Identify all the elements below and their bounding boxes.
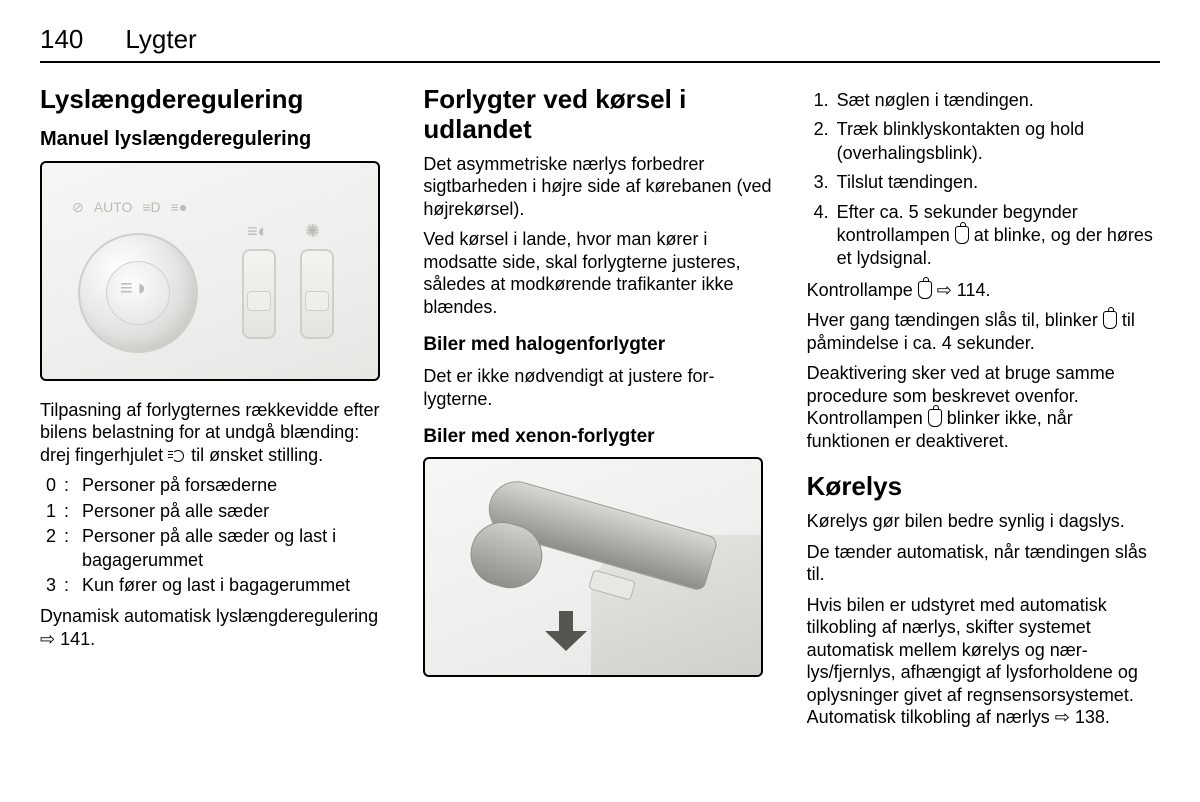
- range-slider-icon: ≡◐: [247, 221, 268, 242]
- step-4: 4.Efter ca. 5 sekunder begynder kontroll…: [807, 201, 1160, 271]
- page-ref-114: ⇨ 114.: [932, 280, 991, 300]
- lamp-icon: [1103, 311, 1117, 329]
- thumbwheel-icon: [168, 448, 186, 464]
- page-header: 140 Lygter: [40, 24, 1160, 63]
- manual-page: 140 Lygter Lyslængderegulering Manuel ly…: [0, 0, 1200, 802]
- setting-2: 2: Personer på alle sæder og last i baga…: [40, 525, 393, 572]
- para-adjust-range: Tilpasning af forlygternes rækkevidde ef…: [40, 399, 393, 467]
- columns: Lyslængderegulering Manuel lyslængderegu…: [40, 83, 1160, 737]
- para-drl-2: De tænder automatisk, når tændin­gen slå…: [807, 541, 1160, 586]
- para-halogen: Det er ikke nødvendigt at justere for­ly…: [423, 365, 776, 410]
- range-slider: [242, 249, 276, 339]
- lamp-icon: [955, 226, 969, 244]
- column-2: Forlygter ved kørsel i udlandet Det asym…: [423, 83, 776, 737]
- para-control-lamp-ref: Kontrollampe ⇨ 114.: [807, 279, 1160, 302]
- fog-light-icon: ≡◑: [120, 275, 146, 301]
- dimmer-slider-icon: ✺: [305, 221, 320, 242]
- page-ref-141: ⇨ 141.: [40, 629, 95, 649]
- column-3: 1.Sæt nøglen i tændingen. 2.Træk blinkly…: [807, 83, 1160, 737]
- para-deactivate: Deaktivering sker ved at bruge samme pro…: [807, 362, 1160, 452]
- subheading-manual-range: Manuel lyslængderegulering: [40, 127, 393, 151]
- lamp-icon: [928, 409, 942, 427]
- step-3: 3.Tilslut tændingen.: [807, 171, 1160, 194]
- para-drl-3: Hvis bilen er udstyret med automatisk ti…: [807, 594, 1160, 729]
- load-settings-list: 0: Personer på forsæderne 1: Personer på…: [40, 474, 393, 597]
- figure-dial-panel: ⊘AUTO≡D≡● ≡◑ ≡◐ ✺: [40, 161, 380, 381]
- heading-abroad: Forlygter ved kørsel i udlandet: [423, 85, 776, 145]
- heading-drl: Kørelys: [807, 472, 1160, 502]
- subheading-xenon: Biler med xenon-forlygter: [423, 426, 776, 449]
- dial-legend: ⊘AUTO≡D≡●: [72, 199, 187, 216]
- setting-1: 1: Personer på alle sæder: [40, 500, 393, 523]
- figure-indicator-stalk: [423, 457, 763, 677]
- setting-0: 0: Personer på forsæderne: [40, 474, 393, 497]
- step-2: 2.Træk blinklyskontakten og hold (overha…: [807, 118, 1160, 165]
- down-arrow-icon: [545, 611, 587, 651]
- setting-3: 3: Kun fører og last i bagagerummet: [40, 574, 393, 597]
- para-drl-1: Kørelys gør bilen bedre synlig i dags­ly…: [807, 510, 1160, 533]
- page-ref-138: ⇨ 138.: [1055, 707, 1110, 727]
- heading-headlight-range: Lyslængderegulering: [40, 85, 393, 115]
- para-asymmetric: Det asymmetriske nærlys forbedrer sigtba…: [423, 153, 776, 221]
- column-1: Lyslængderegulering Manuel lyslængderegu…: [40, 83, 393, 737]
- page-number: 140: [40, 24, 83, 55]
- lamp-icon: [918, 281, 932, 299]
- para-adjust-abroad: Ved kørsel i lande, hvor man kører i mod…: [423, 228, 776, 318]
- dimmer-slider: [300, 249, 334, 339]
- step-1: 1.Sæt nøglen i tændingen.: [807, 89, 1160, 112]
- para-dynamic-ref: Dynamisk automatisk lyslængdere­gulering…: [40, 605, 393, 650]
- para-reminder: Hver gang tændingen slås til, blinker ti…: [807, 309, 1160, 354]
- subheading-halogen: Biler med halogenforlygter: [423, 334, 776, 357]
- section-title: Lygter: [125, 24, 196, 55]
- steps-list: 1.Sæt nøglen i tændingen. 2.Træk blinkly…: [807, 89, 1160, 271]
